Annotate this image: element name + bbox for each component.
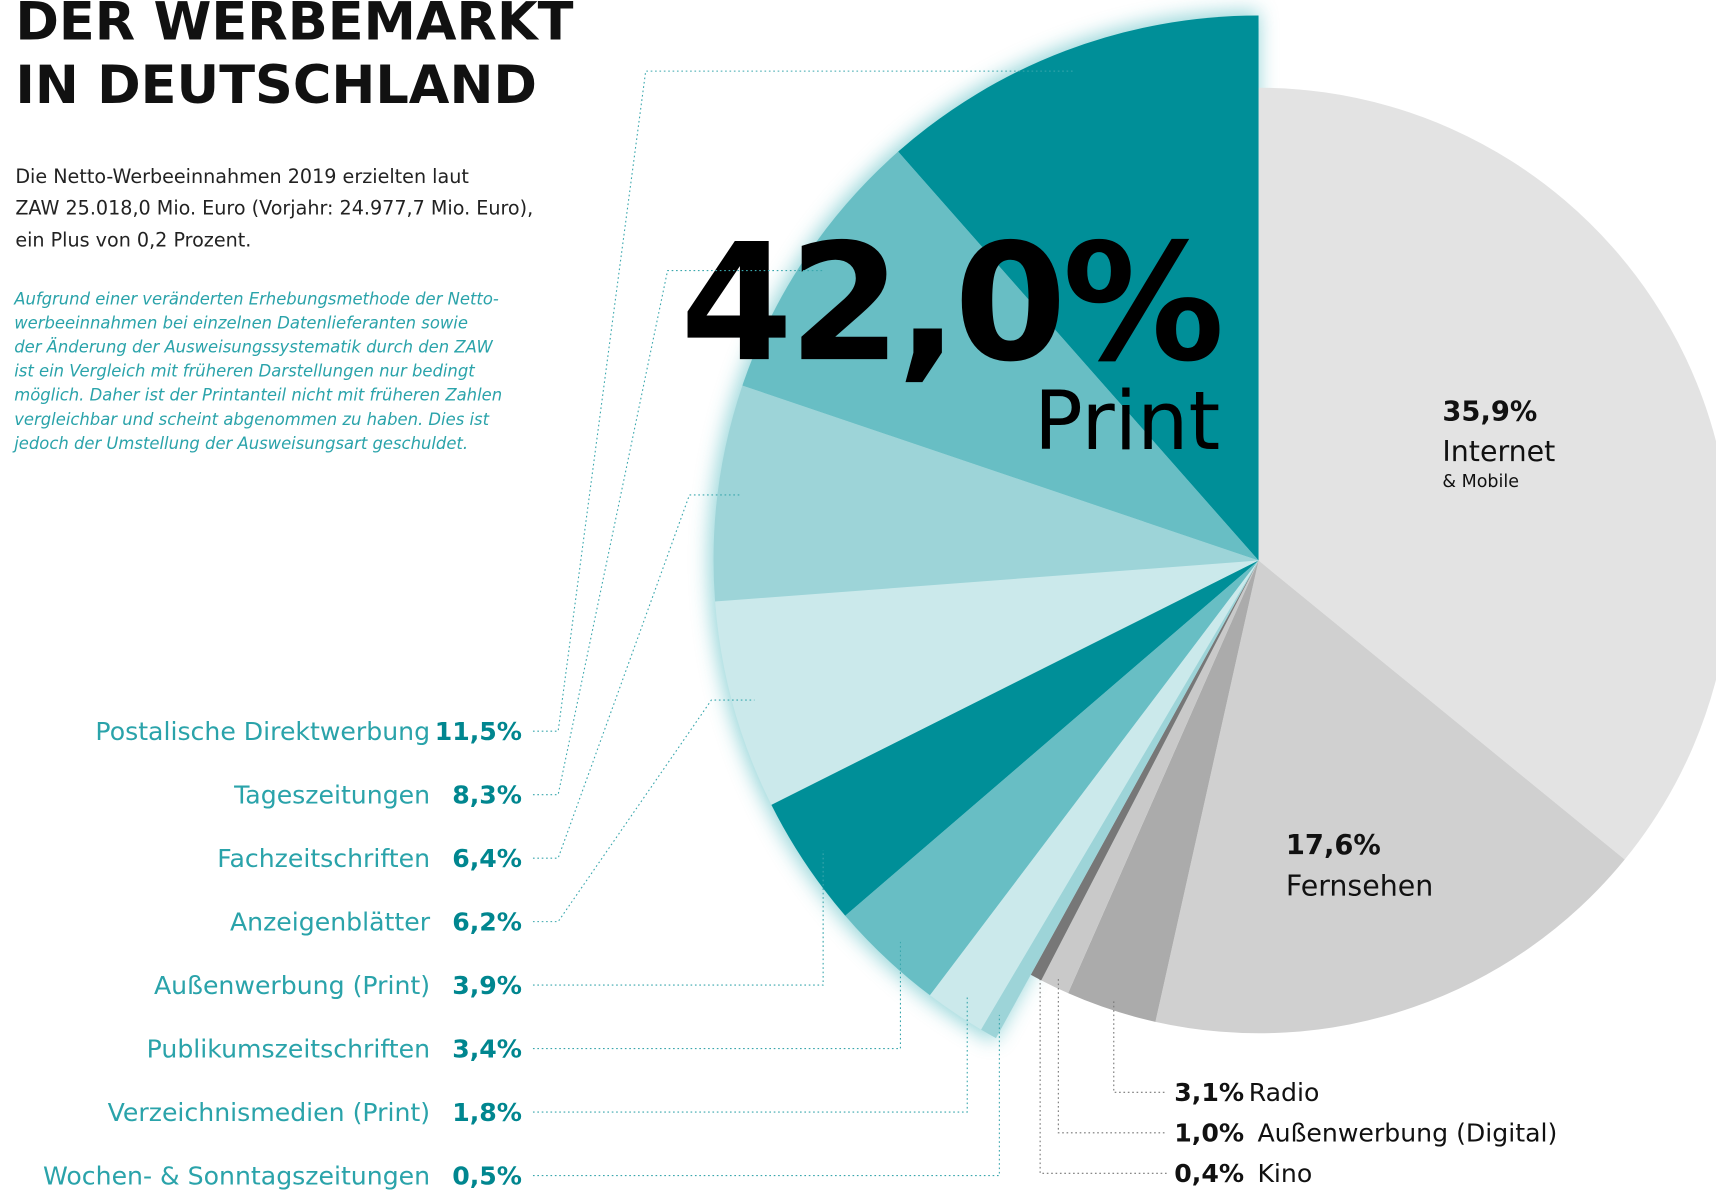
- legend-value: 0,5%: [452, 1161, 522, 1190]
- legend-label: Wochen- & Sonntagszeitungen: [43, 1161, 430, 1190]
- legend-label: Außenwerbung (Print): [154, 971, 430, 1000]
- slice-sublabel: & Mobile: [1442, 472, 1519, 492]
- pie-slice: [1041, 560, 1259, 994]
- slice-value: 0,4%: [1174, 1159, 1244, 1188]
- leader-line: [532, 941, 901, 1050]
- note-text: vergleichbar und scheint abgenommen zu h…: [14, 410, 489, 429]
- legend-value: 6,4%: [452, 844, 522, 873]
- legend-value: 3,9%: [452, 971, 522, 1000]
- slice-value: 35,9%: [1442, 396, 1537, 427]
- leader-line: [1057, 979, 1167, 1134]
- legend-label: Postalische Direktwerbung: [95, 717, 430, 746]
- leader-line: [532, 994, 968, 1113]
- note-text: jedoch der Umstellung der Ausweisungsart…: [12, 434, 468, 453]
- intro-text: ZAW 25.018,0 Mio. Euro (Vorjahr: 24.977,…: [15, 197, 533, 220]
- intro-text: Die Netto-Werbeeinnahmen 2019 erzielten …: [15, 165, 469, 188]
- note-text: der Änderung der Ausweisungssystematik d…: [14, 338, 493, 357]
- pie-slice: [1258, 87, 1716, 860]
- legend-value: 1,8%: [452, 1098, 522, 1127]
- pie-slice: [1030, 560, 1259, 981]
- legend-value: 8,3%: [452, 780, 522, 809]
- print-total: 42,0%: [680, 210, 1220, 398]
- pie-slice: [742, 151, 1259, 561]
- slice-label: Internet: [1442, 435, 1555, 468]
- leader-line: [532, 699, 755, 923]
- pie-slice: [1155, 560, 1625, 1034]
- legend-label: Tageszeitungen: [233, 780, 430, 809]
- slice-label: Außenwerbung (Digital): [1257, 1119, 1557, 1148]
- pie-slice: [771, 560, 1259, 916]
- legend-value: 11,5%: [435, 717, 522, 746]
- slice-label: Radio: [1249, 1078, 1320, 1107]
- legend-value: 3,4%: [452, 1034, 522, 1063]
- title: IN DEUTSCHLAND: [15, 55, 537, 116]
- legend-label: Verzeichnismedien (Print): [108, 1098, 430, 1127]
- note-text: ist ein Vergleich mit früheren Darstellu…: [14, 362, 475, 381]
- pie-slice: [929, 560, 1259, 1030]
- legend-label: Publikumszeitschriften: [147, 1034, 430, 1063]
- pie-slice: [713, 385, 1259, 602]
- print-name: Print: [1034, 375, 1220, 469]
- note-text: werbeeinnahmen bei einzelnen Datenliefer…: [14, 313, 468, 332]
- legend-label: Anzeigenblätter: [230, 907, 431, 936]
- slice-value: 1,0%: [1174, 1119, 1244, 1148]
- pie: [709, 11, 1716, 1042]
- note-text: möglich. Daher ist der Printanteil nicht…: [14, 386, 502, 405]
- slice-value: 3,1%: [1174, 1078, 1244, 1107]
- slice-value: 17,6%: [1286, 830, 1381, 861]
- title: DER WERBEMARKT: [15, 0, 573, 53]
- note-text: Aufgrund einer veränderten Erhebungsmeth…: [13, 289, 499, 308]
- pie-slice: [845, 560, 1259, 996]
- slice-label: Fernsehen: [1286, 869, 1433, 902]
- intro-text: ein Plus von 0,2 Prozent.: [15, 228, 251, 251]
- pie-slice: [715, 560, 1259, 805]
- leader-line: [532, 494, 740, 859]
- slice-label: Kino: [1257, 1159, 1312, 1188]
- legend-value: 6,2%: [452, 907, 522, 936]
- legend-label: Fachzeitschriften: [217, 844, 430, 873]
- pie-slice: [981, 560, 1259, 1039]
- leader-line: [532, 1014, 1000, 1177]
- leader-line: [532, 850, 824, 986]
- pie-slice: [898, 15, 1259, 561]
- pie-slice: [1068, 560, 1259, 1022]
